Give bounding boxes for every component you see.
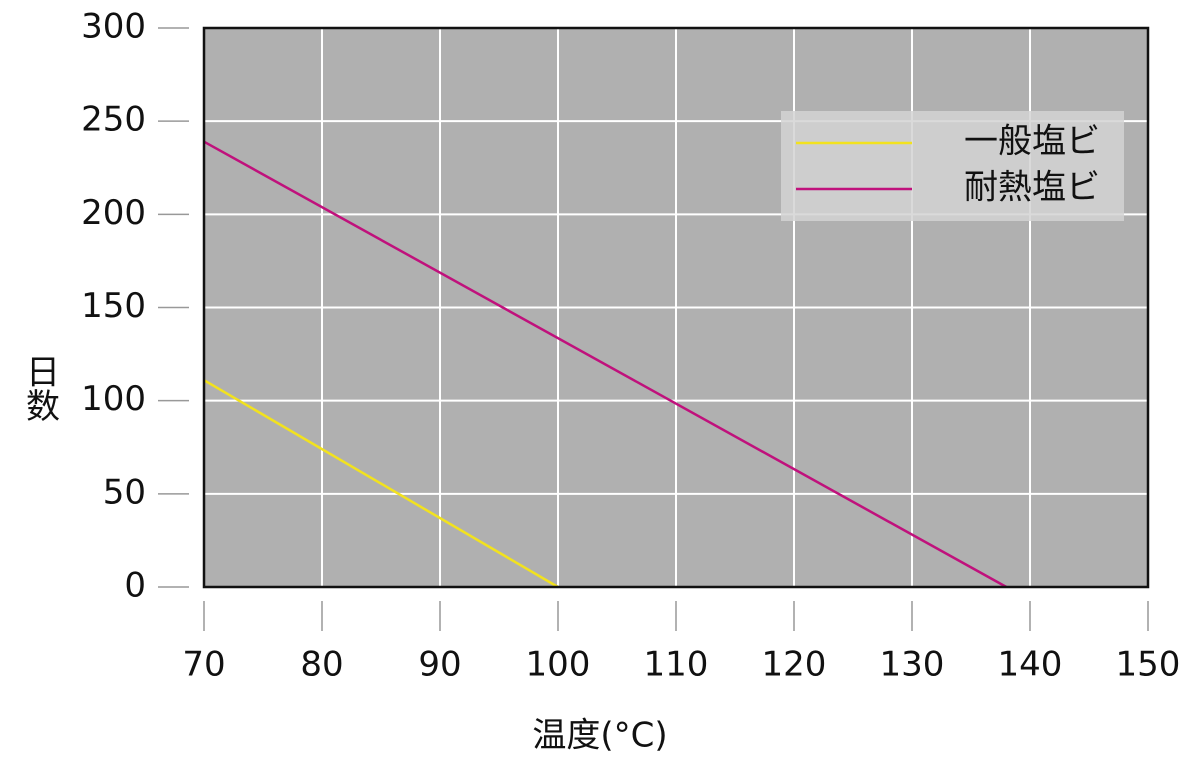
x-tick-label: 90 — [418, 645, 461, 685]
x-axis-label: 温度(°C) — [532, 716, 667, 756]
series-line — [203, 140, 1008, 589]
y-tick-label: 200 — [81, 193, 146, 233]
y-tick-label: 0 — [124, 566, 146, 606]
legend-box — [781, 111, 1124, 221]
x-tick-label: 140 — [998, 645, 1063, 685]
lines — [203, 140, 1008, 589]
x-tick-label: 150 — [1116, 645, 1181, 685]
x-tick-label: 120 — [762, 645, 827, 685]
x-tick-label: 110 — [644, 645, 709, 685]
y-axis-label: 日数 — [20, 354, 60, 422]
legend-label: 耐熱塩ビ — [964, 168, 1100, 208]
y-tick-label: 300 — [81, 7, 146, 47]
y-tick-label: 250 — [81, 100, 146, 140]
y-tick-label: 100 — [81, 379, 146, 419]
series-line — [203, 379, 559, 589]
x-tick-label: 100 — [526, 645, 591, 685]
plot-border — [202, 26, 1150, 589]
legend-label: 一般塩ビ — [964, 122, 1100, 162]
x-tick-label: 80 — [300, 645, 343, 685]
x-tick-label: 130 — [880, 645, 945, 685]
x-tick-label: 70 — [182, 645, 225, 685]
y-tick-label: 50 — [103, 472, 146, 512]
y-tick-label: 150 — [81, 286, 146, 326]
